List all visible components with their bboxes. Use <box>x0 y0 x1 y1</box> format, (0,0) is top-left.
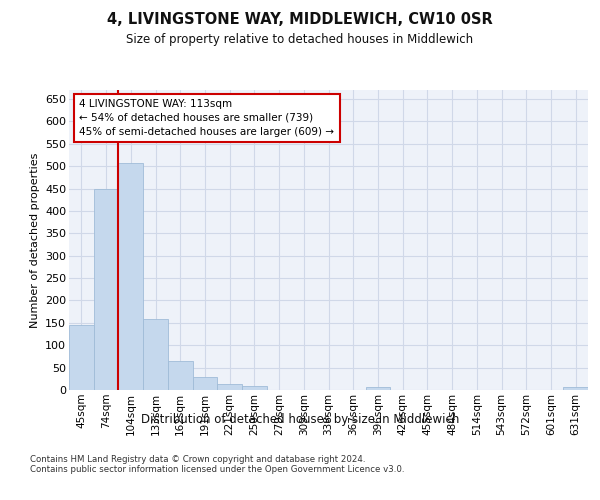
Text: Contains HM Land Registry data © Crown copyright and database right 2024.
Contai: Contains HM Land Registry data © Crown c… <box>30 455 404 474</box>
Bar <box>94 189 118 390</box>
Text: Distribution of detached houses by size in Middlewich: Distribution of detached houses by size … <box>141 412 459 426</box>
Text: 4, LIVINGSTONE WAY, MIDDLEWICH, CW10 0SR: 4, LIVINGSTONE WAY, MIDDLEWICH, CW10 0SR <box>107 12 493 28</box>
Bar <box>563 388 588 390</box>
Text: Size of property relative to detached houses in Middlewich: Size of property relative to detached ho… <box>127 32 473 46</box>
Bar <box>242 386 267 390</box>
Bar <box>168 361 193 390</box>
Text: 4 LIVINGSTONE WAY: 113sqm
← 54% of detached houses are smaller (739)
45% of semi: 4 LIVINGSTONE WAY: 113sqm ← 54% of detac… <box>79 99 334 137</box>
Bar <box>193 376 217 390</box>
Y-axis label: Number of detached properties: Number of detached properties <box>29 152 40 328</box>
Bar <box>143 320 168 390</box>
Bar <box>365 388 390 390</box>
Bar <box>69 325 94 390</box>
Bar <box>118 164 143 390</box>
Bar <box>217 384 242 390</box>
